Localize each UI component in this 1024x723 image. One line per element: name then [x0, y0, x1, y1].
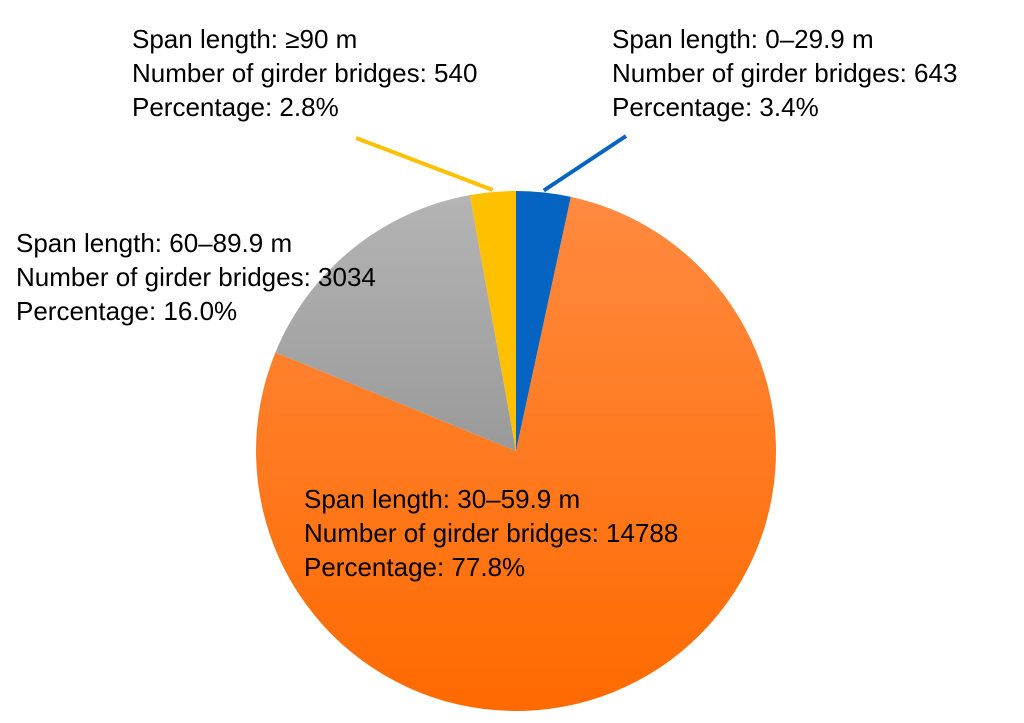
slice-label-count: Number of girder bridges: 14788 — [304, 518, 679, 548]
pie-slice-0-29-9m — [516, 191, 571, 451]
slice-label-percent: Percentage: 2.8% — [132, 92, 339, 122]
leader-lines — [355, 134, 628, 193]
slice-label-percent: Percentage: 16.0% — [16, 296, 238, 326]
slice-label-count: Number of girder bridges: 3034 — [16, 262, 376, 292]
slice-label-count: Number of girder bridges: 643 — [612, 58, 958, 88]
leader-line-pie-slice-90m-plus — [355, 136, 494, 192]
pie-slice-60-89-9m — [275, 195, 516, 451]
leader-line-pie-slice-0-29-9m — [542, 134, 628, 193]
slice-label-span: Span length: 60–89.9 m — [16, 228, 293, 258]
slice-label-90m-plus: Span length: ≥90 m Number of girder brid… — [132, 22, 477, 124]
slice-label-count: Number of girder bridges: 540 — [132, 58, 478, 88]
slice-label-span: Span length: ≥90 m — [132, 24, 358, 54]
pie-slices — [256, 191, 777, 711]
slice-label-60-89-9m: Span length: 60–89.9 m Number of girder … — [16, 226, 376, 328]
slice-label-percent: Percentage: 77.8% — [304, 552, 526, 582]
slice-label-span: Span length: 30–59.9 m — [304, 484, 581, 514]
slice-label-30-59-9m: Span length: 30–59.9 m Number of girder … — [304, 482, 678, 584]
slice-label-0-29-9m: Span length: 0–29.9 m Number of girder b… — [612, 22, 957, 124]
slice-label-percent: Percentage: 3.4% — [612, 92, 819, 122]
pie-slice-90m-plus — [469, 191, 516, 451]
pie-slice-30-59-9m — [256, 196, 777, 711]
slice-label-span: Span length: 0–29.9 m — [612, 24, 874, 54]
